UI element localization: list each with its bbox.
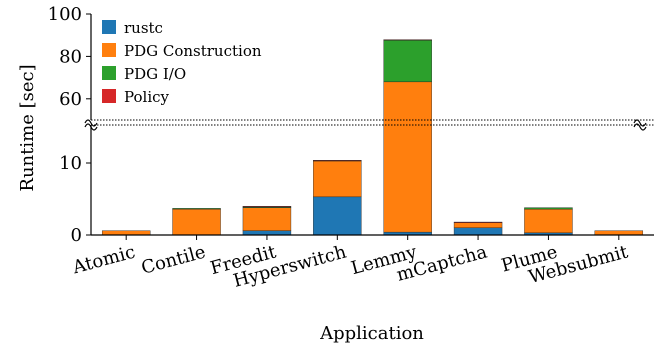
y-axis-label: Runtime [sec]: [17, 64, 38, 191]
bar-websubmit-pdg-construction: [594, 230, 644, 236]
bar-plume-pdg-construction: [524, 208, 573, 234]
axes-group: [84, 14, 654, 236]
bar-lemmy-pdg-construction: [383, 81, 432, 233]
legend-label-policy: Policy: [124, 88, 170, 106]
bar-hyperswitch-rustc: [313, 196, 362, 236]
y-tick-label-0: 0: [71, 225, 82, 246]
bar-mcaptcha-pdg-construction: [453, 222, 503, 228]
legend-swatch-rustc: [102, 20, 116, 34]
bar-mcaptcha-policy: [453, 221, 503, 223]
break-mark-left-lower: [84, 123, 98, 131]
legend-swatch-pdg-i-o: [102, 66, 116, 80]
break-mark-right-upper: [633, 119, 647, 127]
bar-freedit-pdg-construction: [242, 207, 292, 231]
x-tick-label-atomic: Atomic: [70, 242, 138, 279]
x-tick-label-contile: Contile: [139, 242, 208, 279]
y-tick-label-80: 80: [59, 46, 82, 67]
bar-contile-pdg-construction: [172, 208, 221, 236]
bar-mcaptcha-rustc: [453, 227, 503, 236]
bar-atomic-pdg-construction: [101, 230, 151, 236]
legend: rustc PDG Construction PDG I/O Policy: [102, 19, 262, 106]
bar-plume-pdg-i-o: [524, 207, 573, 210]
y-tick-label-60: 60: [59, 89, 82, 110]
bar-lemmy-policy: [383, 39, 432, 41]
bar-hyperswitch-pdg-construction: [313, 160, 362, 198]
break-mark-left-upper: [84, 119, 98, 127]
bars-group: [101, 39, 644, 236]
bar-hyperswitch-policy: [313, 160, 362, 162]
bar-freedit-rustc: [242, 230, 292, 236]
legend-swatch-policy: [102, 89, 116, 103]
y-tick-label-10: 10: [59, 153, 82, 174]
x-axis-label: Application: [319, 323, 424, 344]
legend-label-rustc: rustc: [124, 19, 163, 37]
legend-label-pdg-i-o: PDG I/O: [124, 65, 186, 83]
bar-lemmy-pdg-i-o: [383, 39, 432, 83]
bar-contile-pdg-i-o: [172, 208, 221, 210]
bar-freedit-policy: [242, 205, 292, 208]
break-mark-right-lower: [633, 123, 647, 131]
legend-label-pdg-construction: PDG Construction: [124, 42, 262, 60]
y-tick-label-100: 100: [48, 4, 82, 25]
legend-swatch-pdg-construction: [102, 43, 116, 57]
